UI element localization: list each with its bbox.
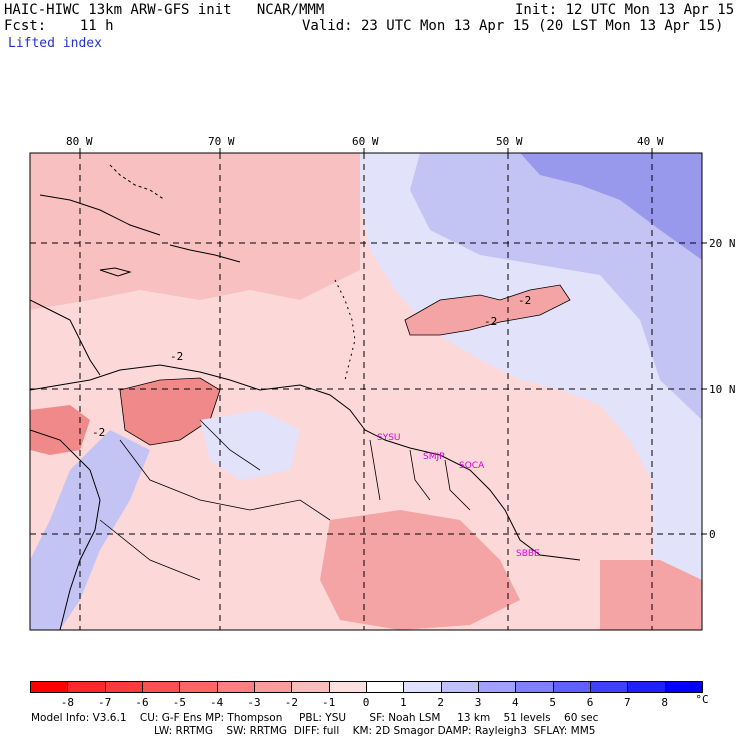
model-info-line2: LW: RRTMG SW: RRTMG DIFF: full KM: 2D Sm… (154, 725, 596, 737)
weak-region-caribbean (30, 153, 360, 310)
colorbar-swatch (104, 681, 143, 693)
unstable-region-east (600, 560, 702, 630)
colorbar-label: -8 (60, 696, 74, 709)
coastline-jamaica (99, 267, 132, 277)
colorbar-swatch (515, 681, 554, 693)
colorbar-swatch (664, 681, 703, 693)
colorbar-swatch (590, 681, 629, 693)
lon-label-40w: 40 W (637, 135, 664, 148)
lat-label-20n: 20 N (709, 237, 736, 250)
colorbar-swatch (366, 681, 405, 693)
colorbar-label: -7 (98, 696, 112, 709)
coastline-bahamas (109, 164, 166, 201)
contour-label: -2 (484, 315, 497, 328)
forecast-hour: Fcst: 11 h (4, 18, 114, 34)
colorbar-label: 2 (437, 696, 444, 709)
colorbar-label: -4 (210, 696, 224, 709)
lon-label-70w: 70 W (208, 135, 235, 148)
stable-region-interior (200, 410, 300, 480)
colorbar-label: 5 (549, 696, 556, 709)
colorbar-label: -5 (172, 696, 186, 709)
colorbar-swatch (291, 681, 330, 693)
stable-region-strong (520, 153, 702, 260)
unstable-patch-colombia (30, 405, 90, 455)
colorbar-swatch (478, 681, 517, 693)
colorbar-label: -1 (322, 696, 336, 709)
colorbar-swatch (627, 681, 666, 693)
colorbar-label: 6 (586, 696, 594, 709)
colorbar-swatch (552, 681, 591, 693)
border-interior (99, 419, 331, 581)
colorbar-swatch (403, 681, 442, 693)
lon-label-50w: 50 W (496, 135, 523, 148)
colorbar-unit: °C (695, 693, 709, 706)
colorbar-label: -2 (284, 696, 298, 709)
init-time: Init: 12 UTC Mon 13 Apr 15 (515, 2, 735, 18)
contour-label: -2 (170, 350, 183, 363)
colorbar-swatch (30, 681, 69, 693)
lat-lon-grid (30, 153, 702, 630)
colorbar-label: 0 (362, 696, 370, 709)
colorbar-swatch (440, 681, 479, 693)
coastline-pacific (30, 429, 101, 630)
stable-region-core (410, 153, 702, 420)
colorbar-label: 8 (661, 696, 668, 709)
colorbar-label: -3 (247, 696, 261, 709)
colorbar-swatch (67, 681, 106, 693)
border-guianas (369, 439, 471, 511)
product-title: HAIC-HIWC 13km ARW-GFS init NCAR/MMM (4, 2, 325, 18)
lat-label-10n: 10 N (709, 383, 736, 396)
colorbar-swatch (216, 681, 255, 693)
colorbar-label: -6 (135, 696, 149, 709)
coastline-antilles (334, 279, 356, 381)
coastline-cuba (39, 194, 161, 236)
colorbar-label: 4 (512, 696, 519, 709)
colorbar-label: 7 (624, 696, 631, 709)
field-name: Lifted index (8, 36, 102, 51)
colorbar-swatch (179, 681, 218, 693)
coastline-central-america (30, 299, 101, 376)
map-frame (29, 152, 703, 631)
coastline-south-america (30, 364, 581, 561)
unstable-patch-atlantic (404, 284, 571, 336)
stable-region-andes (30, 430, 150, 630)
station-sysu: SYSU (377, 433, 401, 443)
colorbar-swatch (142, 681, 181, 693)
lon-label-60w: 60 W (352, 135, 379, 148)
station-sbbe: SBBE (516, 549, 540, 559)
station-smjp: SMJP (423, 452, 445, 462)
contour-label: -2 (92, 426, 105, 439)
colorbar-swatch (254, 681, 293, 693)
lat-label-0: 0 (709, 528, 716, 541)
valid-time: Valid: 23 UTC Mon 13 Apr 15 (20 LST Mon … (302, 18, 724, 34)
coastline-hispaniola (169, 244, 241, 263)
contour-label: -2 (518, 294, 531, 307)
station-soca: SOCA (459, 461, 485, 471)
colorbar-swatch (328, 681, 367, 693)
colorbar-label: 1 (400, 696, 407, 709)
unstable-region-amazon (320, 510, 520, 630)
model-info-line1: Model Info: V3.6.1 CU: G-F Ens MP: Thomp… (31, 712, 599, 724)
lon-label-80w: 80 W (66, 135, 93, 148)
colorbar-label: 3 (474, 696, 482, 709)
